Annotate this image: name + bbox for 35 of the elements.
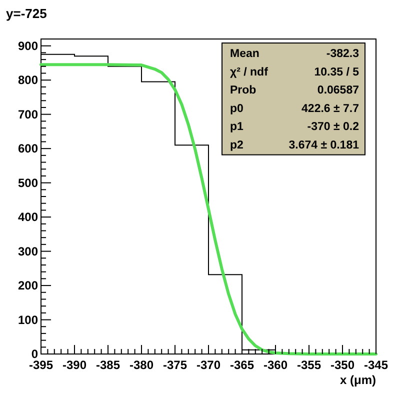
annotation: -382.3: [326, 48, 359, 60]
annotation: p0: [230, 102, 244, 115]
y-tick-label: 200: [18, 278, 38, 293]
y-tick-label: 300: [18, 244, 38, 258]
x-tick-label: -390: [62, 358, 87, 372]
annotation: Prob: [230, 84, 256, 97]
annotation: p2: [230, 140, 244, 152]
y-tick-label: 0: [31, 347, 38, 361]
x-tick-label: -380: [129, 358, 154, 372]
annotation: 0.06587: [317, 84, 359, 97]
x-tick-label: -355: [296, 358, 322, 372]
y-tick-label: 600: [18, 142, 38, 156]
x-tick-label: -385: [96, 358, 120, 372]
y-tick-label: 500: [18, 176, 38, 190]
y-tick-label: 900: [18, 38, 38, 53]
x-tick-label: -370: [196, 358, 221, 372]
annotation: 422.6 ± 7.7: [302, 102, 359, 115]
annotation: Mean: [230, 48, 260, 60]
y-tick-label: 800: [18, 73, 38, 88]
annotation: 10.35 / 5: [314, 66, 360, 78]
annotation: χ² / ndf: [230, 66, 268, 78]
x-tick-label: -350: [330, 358, 355, 372]
x-tick-label: -395: [28, 358, 54, 372]
x-tick-label: -365: [230, 358, 254, 372]
y-tick-label: 100: [18, 312, 38, 327]
annotation: p1: [230, 121, 244, 134]
x-tick-label: -375: [162, 358, 188, 372]
x-axis-title: x (μm): [340, 373, 376, 387]
y-tick-label: 400: [18, 210, 38, 224]
annotation: -370 ± 0.2: [307, 121, 359, 134]
y-tick-label: 700: [18, 107, 38, 122]
x-tick-label: -360: [263, 358, 288, 372]
x-tick-label: -345: [364, 358, 388, 372]
chart-title: y=-725: [6, 6, 47, 21]
annotation: 3.674 ± 0.181: [288, 140, 360, 152]
